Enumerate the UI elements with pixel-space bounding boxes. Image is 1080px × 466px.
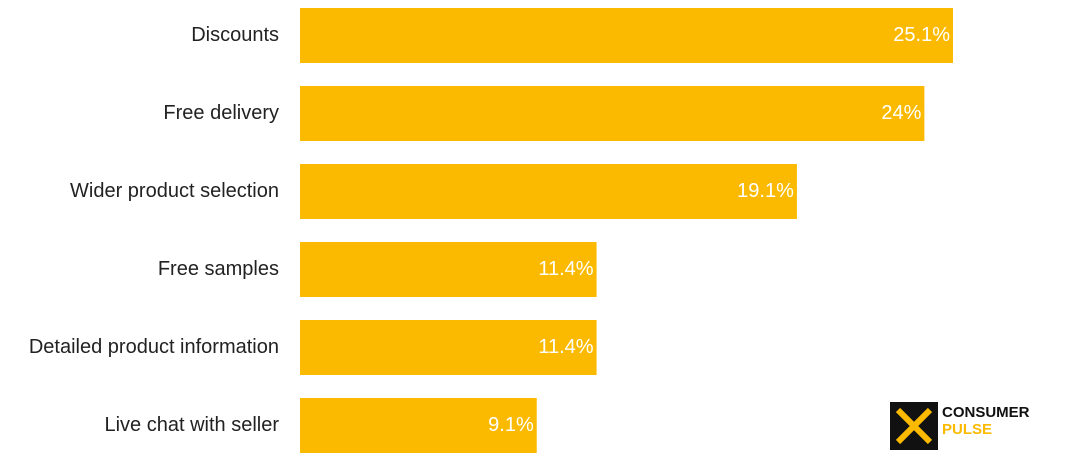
value-label: 19.1% — [737, 180, 794, 202]
logo-text: CONSUMER — [942, 404, 1030, 421]
category-label: Detailed product information — [29, 336, 279, 358]
bar — [300, 164, 797, 219]
logo: CONSUMER PULSE — [890, 402, 1030, 450]
category-label: Live chat with seller — [104, 414, 279, 436]
value-label: 11.4% — [538, 258, 593, 280]
bar — [300, 320, 597, 375]
logo-text: PULSE — [942, 421, 992, 438]
bar — [300, 398, 537, 453]
category-label: Free samples — [158, 258, 279, 280]
value-label: 9.1% — [488, 414, 534, 436]
value-label: 11.4% — [538, 336, 593, 358]
category-label: Wider product selection — [70, 180, 279, 202]
bar — [300, 242, 597, 297]
logo-icon — [895, 407, 933, 445]
value-label: 24% — [881, 102, 921, 124]
value-label: 25.1% — [893, 24, 950, 46]
category-label: Free delivery — [163, 102, 279, 124]
bar — [300, 86, 925, 141]
category-label: Discounts — [191, 24, 279, 46]
bar — [300, 8, 953, 63]
